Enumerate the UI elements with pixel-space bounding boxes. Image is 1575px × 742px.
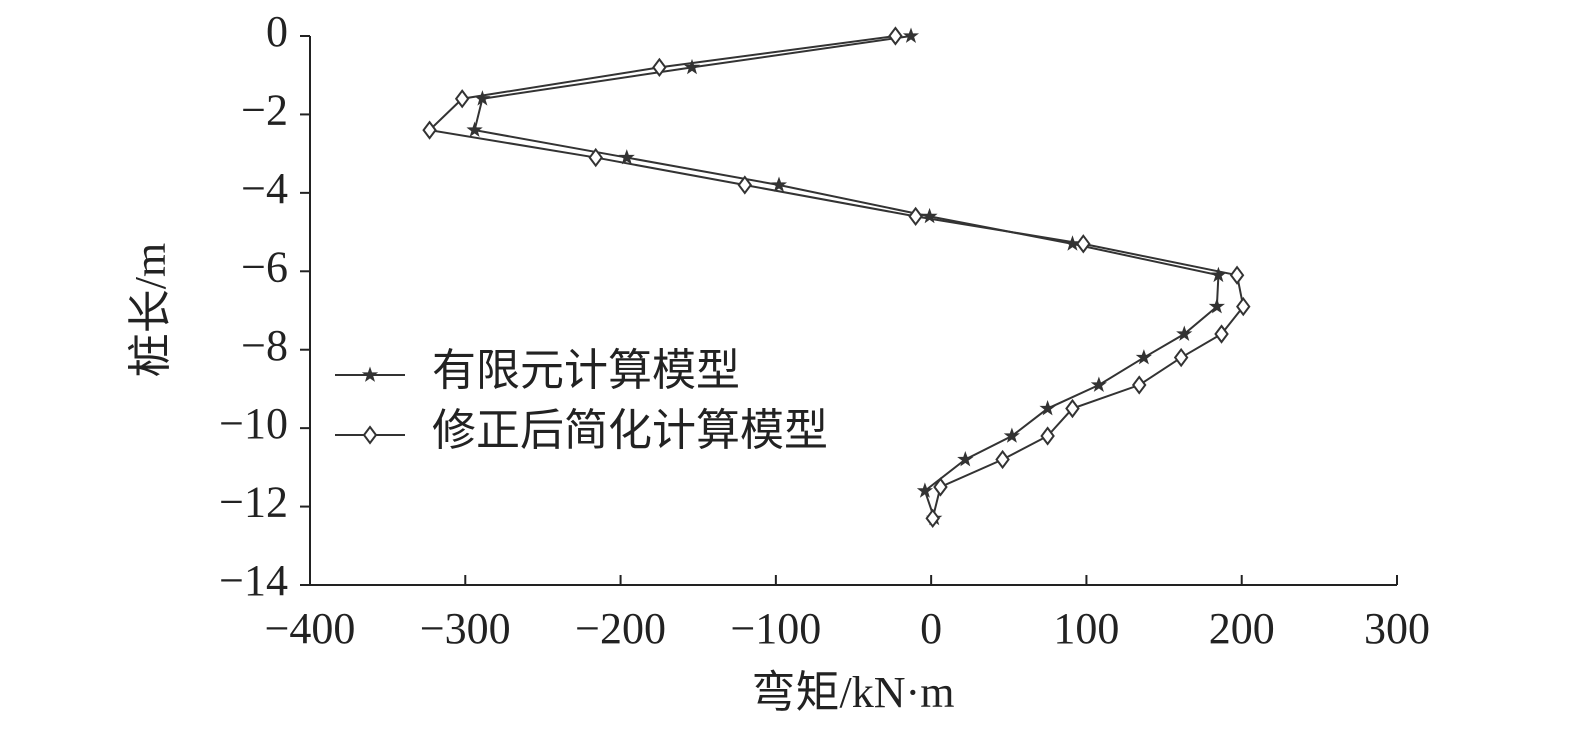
y-tick-label: −2	[241, 86, 288, 135]
x-tick-label: −100	[730, 604, 821, 653]
y-tick-label: 0	[266, 7, 288, 56]
diamond-marker	[422, 120, 437, 140]
diamond-marker	[995, 449, 1010, 470]
diamond-marker	[1236, 296, 1251, 317]
x-tick-label: 300	[1364, 604, 1430, 653]
y-tick-label: −4	[241, 164, 288, 213]
diamond-marker	[1214, 324, 1229, 344]
diamond-marker	[1065, 398, 1080, 419]
y-axis-label: 桩长/m	[126, 243, 175, 377]
legend-label: 修正后简化计算模型	[432, 406, 828, 455]
star-marker	[1208, 298, 1225, 314]
star-marker	[1090, 376, 1107, 392]
diamond-marker	[1131, 375, 1147, 395]
diamond-marker	[454, 89, 470, 109]
star-marker	[1039, 399, 1056, 416]
diamond-marker	[652, 57, 667, 78]
diamond-marker	[933, 477, 948, 497]
star-marker	[957, 450, 974, 467]
x-tick-label: 100	[1053, 604, 1119, 653]
x-tick-label: 0	[920, 604, 942, 653]
star-marker	[618, 149, 635, 165]
diamond-marker	[1040, 426, 1055, 446]
y-tick-label: −10	[219, 399, 288, 448]
y-tick-label: −6	[241, 242, 288, 291]
x-axis-label: 弯矩/kN·m	[752, 668, 955, 717]
series-line	[473, 35, 1220, 519]
diamond-marker	[1076, 234, 1091, 254]
x-tick-label: 200	[1209, 604, 1275, 653]
y-tick-label: −12	[219, 478, 288, 527]
star-marker	[1003, 427, 1020, 443]
x-tick-label: −300	[420, 604, 511, 653]
y-tick-label: −8	[241, 321, 288, 370]
star-marker	[361, 366, 379, 382]
star-marker	[683, 58, 701, 75]
star-marker	[1135, 349, 1152, 365]
star-marker	[902, 27, 920, 43]
diamond-marker	[888, 26, 903, 46]
x-tick-label: −400	[265, 604, 356, 653]
star-marker	[916, 482, 934, 498]
star-marker	[770, 176, 788, 192]
diamond-marker	[1229, 265, 1245, 285]
star-marker	[1176, 325, 1193, 341]
diamond-marker	[925, 508, 940, 529]
legend-label: 有限元计算模型	[432, 346, 740, 395]
star-marker	[466, 121, 483, 138]
diamond-marker	[588, 147, 603, 168]
x-tick-label: −200	[575, 604, 666, 653]
y-tick-label: −14	[219, 556, 288, 605]
series-line	[427, 35, 1245, 519]
diamond-marker	[1173, 347, 1189, 368]
diamond-marker	[737, 175, 753, 195]
diamond-marker	[362, 425, 378, 445]
diamond-marker	[908, 206, 923, 227]
